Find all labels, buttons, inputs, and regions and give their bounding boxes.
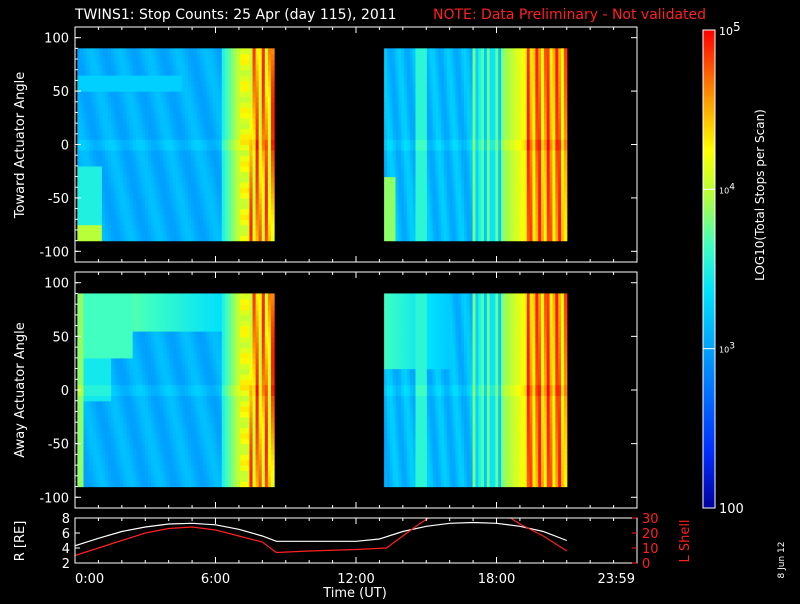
heatmap-cell	[564, 171, 567, 177]
heatmap-cell	[271, 145, 275, 151]
toward-ytick-label: -50	[48, 192, 69, 207]
toward-ytick-label: 50	[52, 85, 69, 100]
heatmap-cell	[271, 112, 275, 118]
toward-ytick-label: 100	[44, 32, 69, 47]
heatmap-cell	[564, 123, 567, 129]
heatmap-cell	[564, 118, 567, 124]
heatmap-cell	[564, 64, 567, 70]
heatmap-segment-1	[77, 293, 274, 487]
heatmap-cell	[271, 203, 275, 209]
heatmap-cell	[271, 91, 275, 97]
heatmap-cell	[271, 182, 275, 188]
heatmap-cell	[564, 214, 567, 220]
heatmap-cell	[271, 123, 275, 129]
heatmap-cell	[564, 128, 567, 134]
heatmap-cell	[271, 193, 275, 199]
heatmap-cell	[271, 219, 275, 225]
heatmap-cell	[564, 177, 567, 183]
heatmap-cell	[564, 161, 567, 167]
heatmap-cell	[564, 187, 567, 193]
toward-ytick-label: -100	[39, 245, 69, 260]
toward-panel: 100 50 0 -50 -100	[39, 27, 637, 262]
heatmap-cell	[564, 150, 567, 156]
heatmap-cell	[564, 107, 567, 113]
heatmap-cell	[271, 187, 275, 193]
toward-ytick-label: 0	[61, 139, 69, 154]
heatmap-cell	[564, 70, 567, 76]
heatmap-cell	[271, 80, 275, 86]
heatmap-cell	[564, 96, 567, 102]
heatmap-cell	[564, 80, 567, 86]
heatmap-cell	[564, 198, 567, 204]
heatmap-cell	[564, 182, 567, 188]
heatmap-cell	[564, 203, 567, 209]
heatmap-cell	[564, 48, 567, 54]
heatmap-segment-2	[384, 48, 567, 241]
heatmap-cell	[564, 112, 567, 118]
heatmap-cell	[271, 48, 275, 54]
heatmap-cell	[271, 177, 275, 183]
heatmap-cell	[271, 171, 275, 177]
heatmap-cell	[564, 193, 567, 199]
heatmap-cell	[271, 118, 275, 124]
heatmap-cell	[564, 235, 567, 241]
chart-title: TWINS1: Stop Counts: 25 Apr (day 115), 2…	[74, 7, 397, 23]
heatmap-cell	[271, 102, 275, 108]
heatmap-cell	[271, 128, 275, 134]
heatmap-cell	[271, 161, 275, 167]
heatmap-cell	[564, 91, 567, 97]
heatmap-cell	[271, 75, 275, 81]
heatmap-cell	[271, 209, 275, 215]
heatmap-cell	[564, 230, 567, 236]
heatmap-cell	[271, 225, 275, 231]
heatmap-cell	[271, 64, 275, 70]
heatmap-cell	[271, 54, 275, 60]
heatmap-cell	[564, 134, 567, 140]
heatmap-cell	[564, 86, 567, 92]
heatmap-cell	[564, 59, 567, 65]
heatmap-cell	[271, 134, 275, 140]
heatmap-segment-1	[77, 48, 274, 241]
heatmap-cell	[564, 166, 567, 172]
heatmap-cell	[564, 219, 567, 225]
heatmap-cell	[271, 230, 275, 236]
heatmap-cell	[271, 107, 275, 113]
heatmap-cell	[271, 198, 275, 204]
heatmap-cell	[271, 96, 275, 102]
heatmap-cell	[564, 155, 567, 161]
heatmap-cell	[564, 54, 567, 60]
heatmap-cell	[564, 225, 567, 231]
heatmap-cell	[271, 214, 275, 220]
heatmap-cell	[271, 155, 275, 161]
heatmap-cell	[564, 209, 567, 215]
heatmap-cell	[564, 102, 567, 108]
heatmap-cell	[271, 86, 275, 92]
heatmap-cell	[564, 75, 567, 81]
heatmap-cell	[271, 139, 275, 145]
heatmap-cell	[271, 235, 275, 241]
heatmap-cell	[564, 139, 567, 145]
heatmap-cell	[564, 145, 567, 151]
preliminary-note: NOTE: Data Preliminary - Not validated	[433, 7, 706, 23]
heatmap-cell	[271, 70, 275, 76]
heatmap-cell	[271, 150, 275, 156]
heatmap-cell	[271, 166, 275, 172]
heatmap-cell	[271, 59, 275, 65]
